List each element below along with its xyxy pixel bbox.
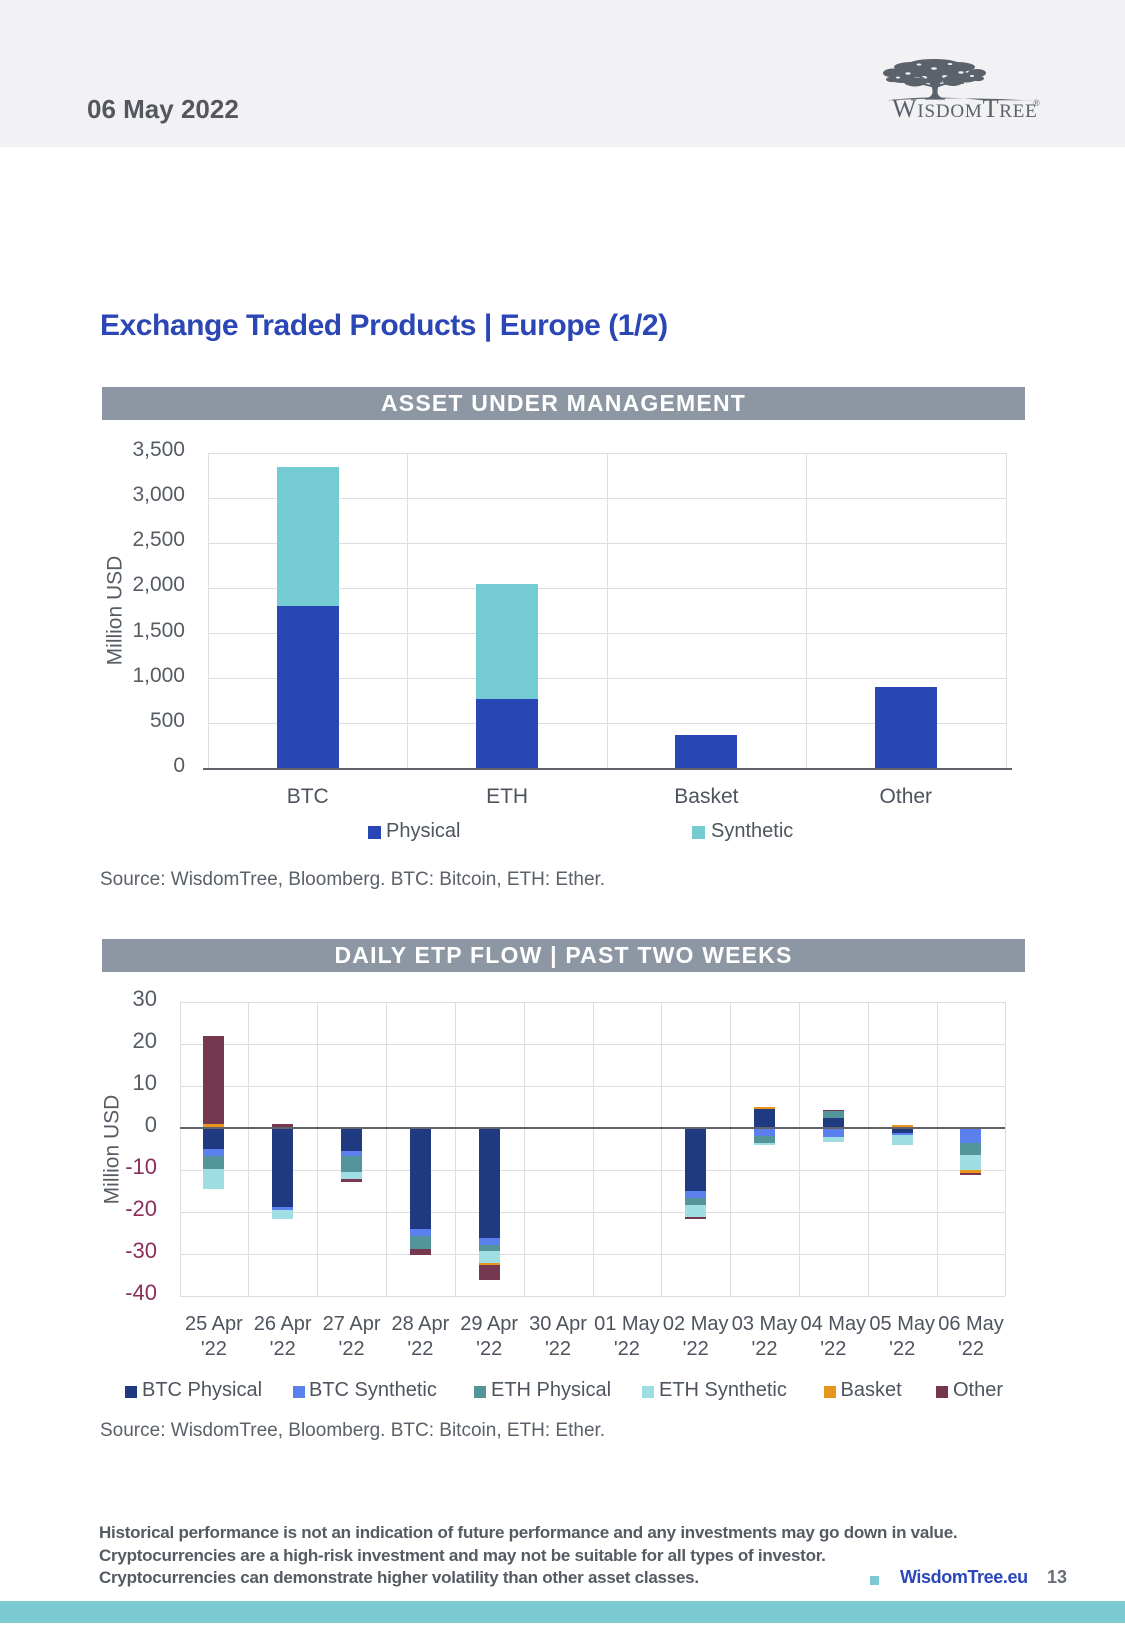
svg-text:WISDOMTREE: WISDOMTREE — [892, 94, 1038, 120]
svg-text:®: ® — [1033, 98, 1040, 108]
